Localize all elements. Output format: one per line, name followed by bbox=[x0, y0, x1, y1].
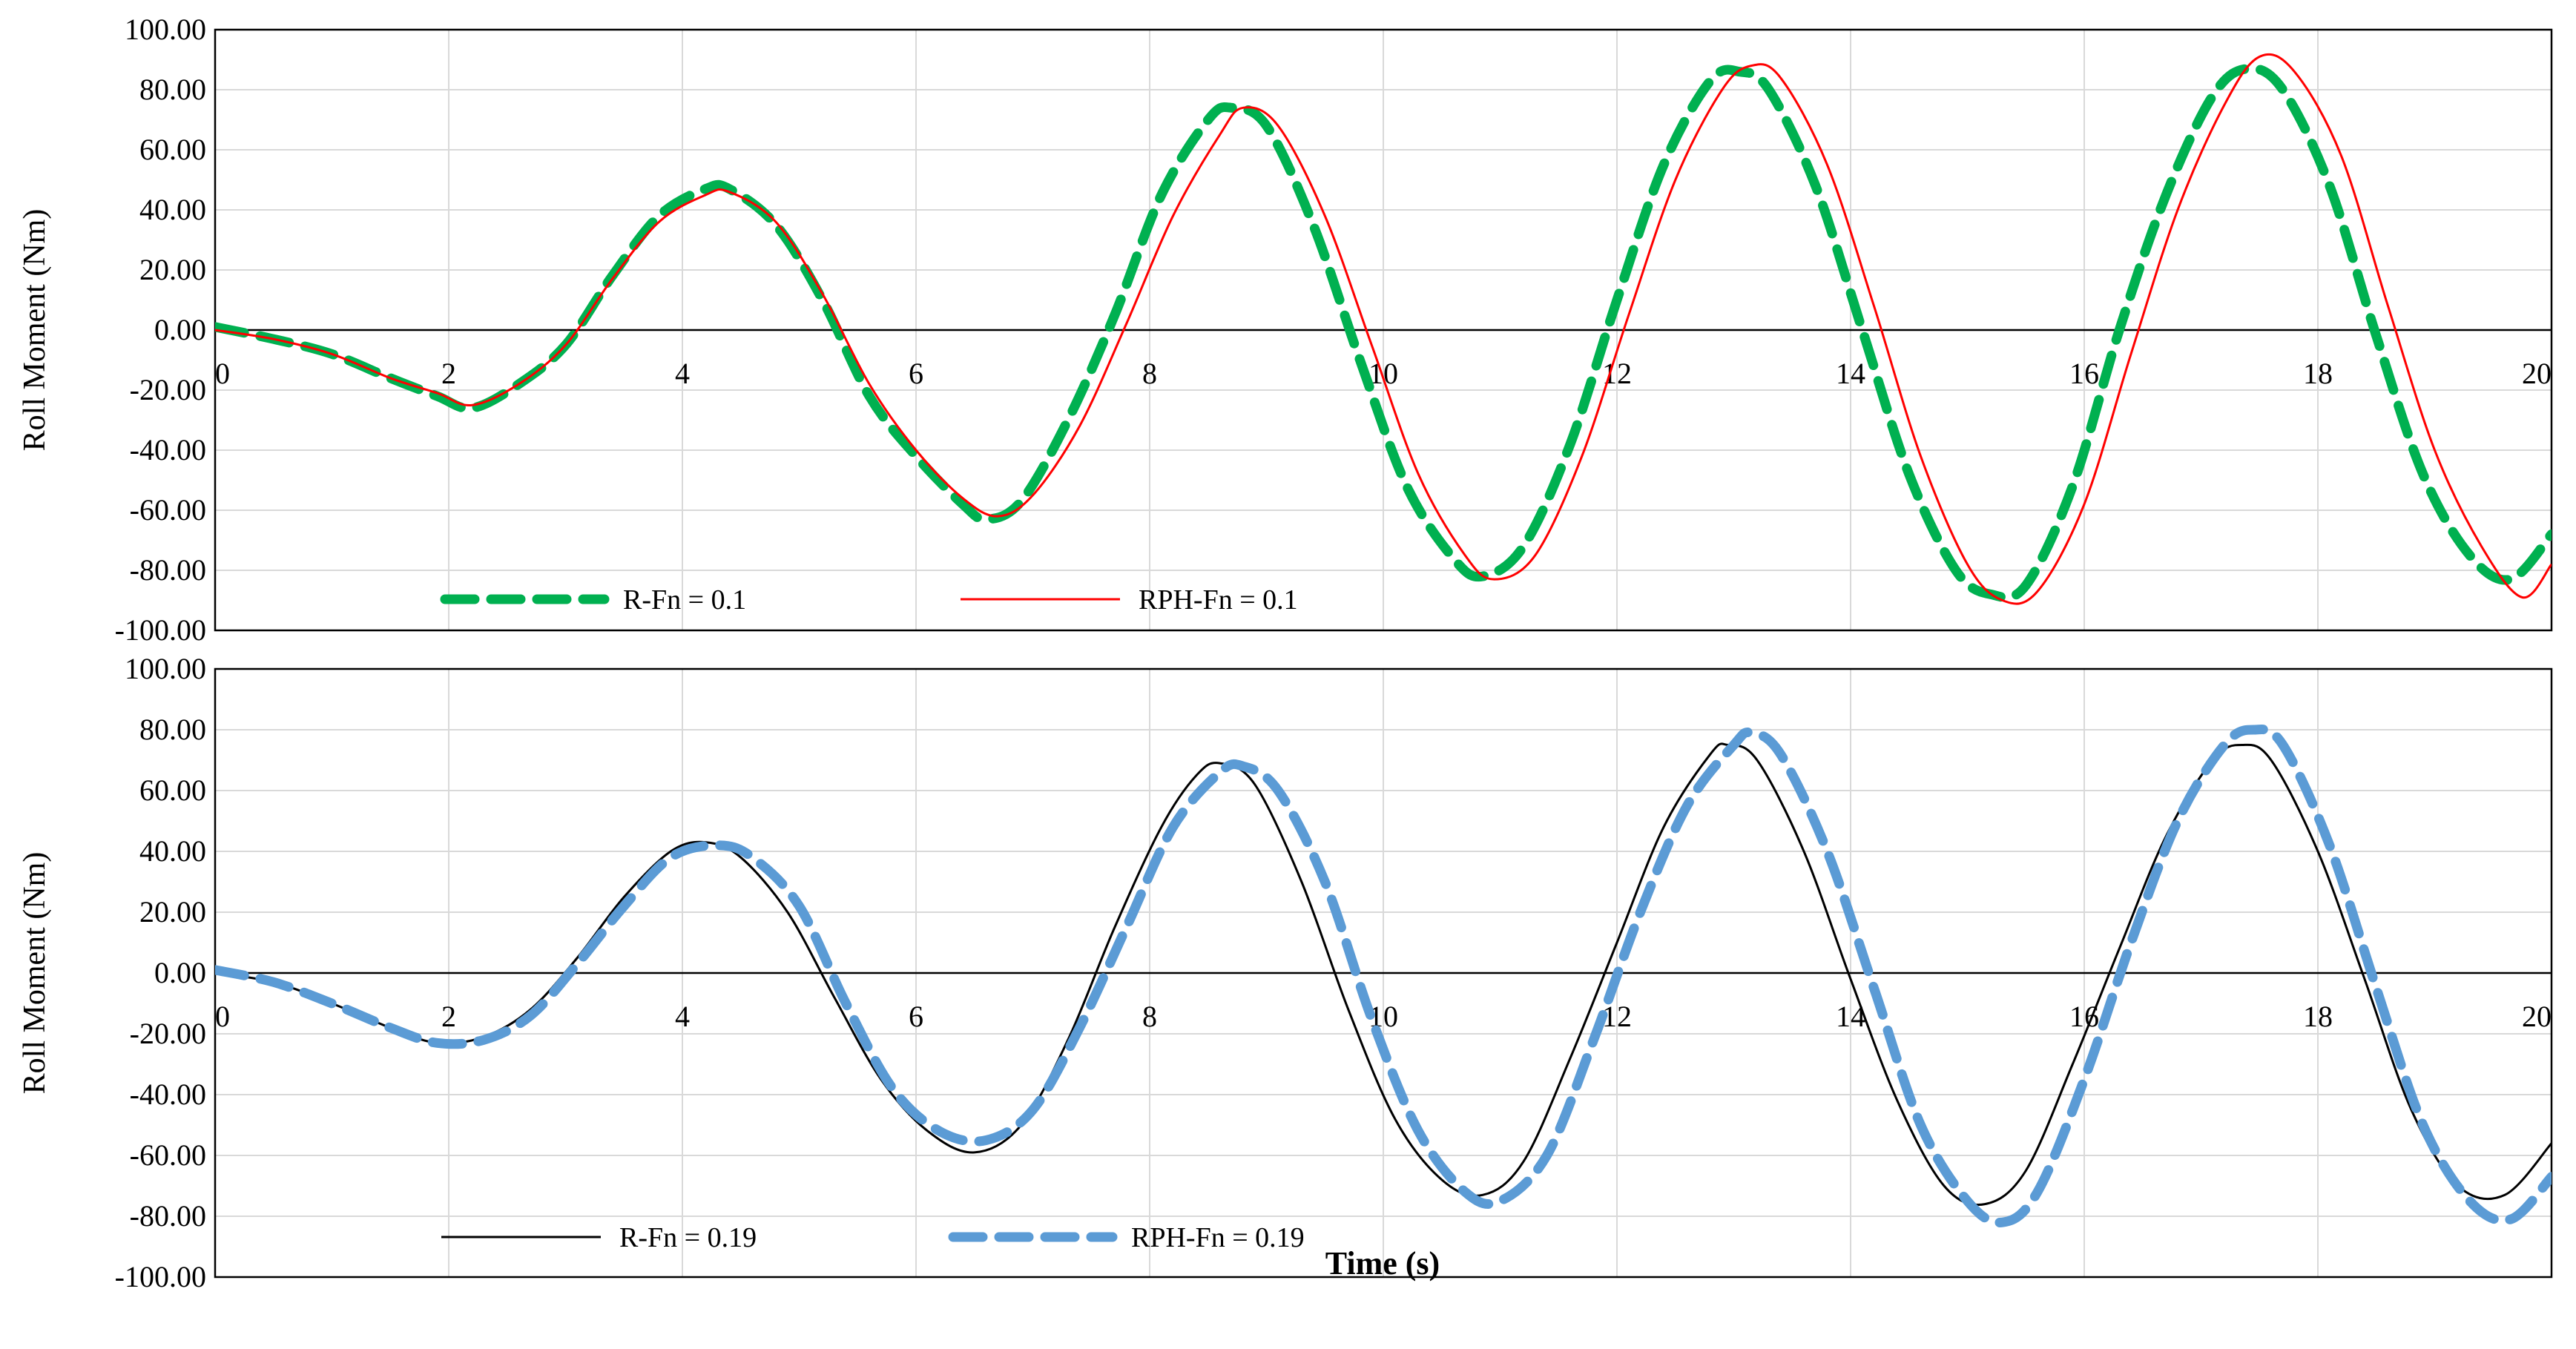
y-tick-label: -20.00 bbox=[130, 373, 206, 406]
y-axis-label: Roll Moment (Nm) bbox=[18, 852, 52, 1095]
x-tick-label: 2 bbox=[441, 1000, 456, 1033]
y-tick-label: 20.00 bbox=[139, 895, 206, 929]
y-tick-label: 100.00 bbox=[125, 13, 206, 46]
x-tick-label: 4 bbox=[675, 357, 690, 390]
y-axis-label: Roll Moment (Nm) bbox=[18, 209, 52, 452]
y-tick-label: -60.00 bbox=[130, 1138, 206, 1172]
legend-label-0: R-Fn = 0.19 bbox=[619, 1222, 757, 1253]
x-tick-label: 14 bbox=[1836, 357, 1865, 390]
series-line-0 bbox=[215, 63, 2552, 603]
legend-label-1: RPH-Fn = 0.1 bbox=[1139, 584, 1298, 616]
y-tick-label: -40.00 bbox=[130, 1078, 206, 1111]
x-tick-label: 16 bbox=[2069, 357, 2099, 390]
y-tick-label: 100.00 bbox=[125, 652, 206, 685]
series-line-1 bbox=[215, 53, 2552, 605]
y-tick-label: 0.00 bbox=[154, 313, 206, 346]
y-tick-label: -20.00 bbox=[130, 1017, 206, 1050]
y-tick-label: -40.00 bbox=[130, 433, 206, 466]
y-tick-label: -100.00 bbox=[115, 613, 206, 647]
x-tick-label: 8 bbox=[1142, 357, 1157, 390]
bottom-chart-panel: 100.00 80.00 60.00 40.00 20.00 0.00 -20.00 -40.… bbox=[18, 652, 2553, 1293]
x-tick-label: 6 bbox=[909, 357, 923, 390]
y-tick-label: -80.00 bbox=[130, 553, 206, 587]
y-tick-label: 80.00 bbox=[139, 713, 206, 746]
legend-label-0: R-Fn = 0.1 bbox=[623, 584, 746, 616]
series-line-1 bbox=[215, 725, 2552, 1227]
x-tick-label: 0 bbox=[215, 1000, 230, 1033]
series-group bbox=[215, 53, 2552, 605]
x-tick-label: 18 bbox=[2303, 357, 2333, 390]
series-group bbox=[215, 725, 2552, 1227]
x-tick-label: 18 bbox=[2303, 1000, 2333, 1033]
y-tick-label: 60.00 bbox=[139, 133, 206, 166]
top-chart-panel: 100.00 80.00 60.00 40.00 20.00 0.00 -20.00 -40.… bbox=[18, 13, 2553, 647]
y-tick-label: -80.00 bbox=[130, 1199, 206, 1233]
y-tick-label: 80.00 bbox=[139, 73, 206, 106]
x-tick-label: 20 bbox=[2522, 1000, 2552, 1033]
y-tick-label: 60.00 bbox=[139, 774, 206, 807]
y-tick-label: -60.00 bbox=[130, 493, 206, 527]
y-tick-label: 20.00 bbox=[139, 253, 206, 286]
x-tick-label: 4 bbox=[675, 1000, 690, 1033]
x-tick-label: 20 bbox=[2522, 357, 2552, 390]
y-tick-label: -100.00 bbox=[115, 1260, 206, 1293]
x-tick-label: 6 bbox=[909, 1000, 923, 1033]
y-tick-label: 40.00 bbox=[139, 193, 206, 226]
x-axis-label: Time (s) bbox=[1325, 1245, 1440, 1282]
y-tick-label: 40.00 bbox=[139, 834, 206, 868]
legend-label-1: RPH-Fn = 0.19 bbox=[1131, 1222, 1305, 1253]
y-tick-label: 0.00 bbox=[154, 956, 206, 989]
x-tick-label: 16 bbox=[2069, 1000, 2099, 1033]
x-tick-label: 8 bbox=[1142, 1000, 1157, 1033]
x-tick-label: 0 bbox=[215, 357, 230, 390]
x-tick-label: 2 bbox=[441, 357, 456, 390]
